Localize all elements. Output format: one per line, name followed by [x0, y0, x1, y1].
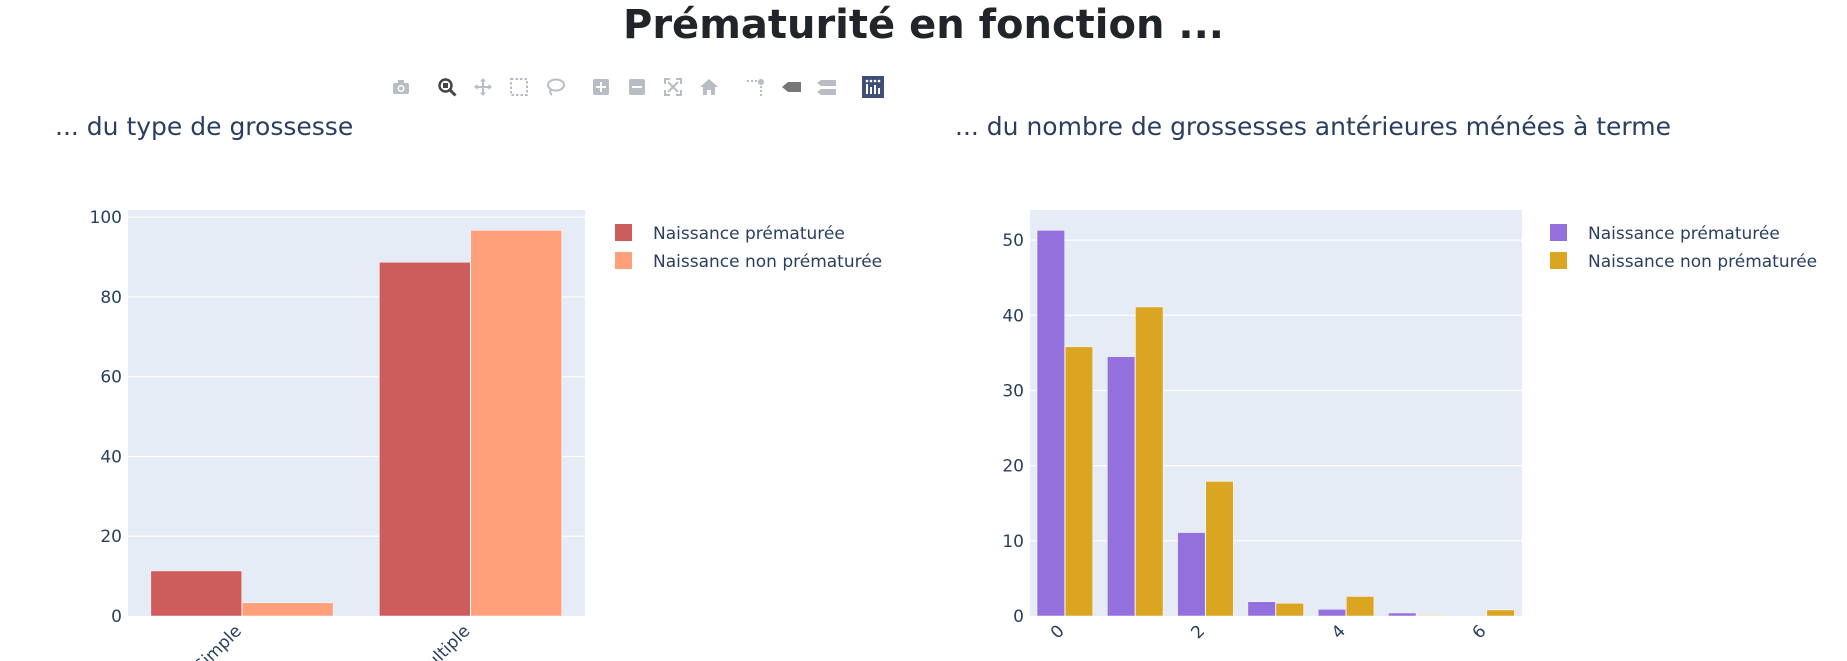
legend-swatch [615, 224, 632, 241]
bar-4-series-1[interactable] [1317, 608, 1347, 617]
zoom-out-button[interactable] [624, 74, 650, 100]
reset-axes-icon [700, 79, 718, 95]
bar-3-series-1[interactable] [1247, 601, 1276, 617]
reset-axes-button[interactable] [696, 74, 722, 100]
box-select-button[interactable] [506, 74, 532, 100]
legend-label: Naissance prématurée [1588, 224, 1780, 244]
bar-3-series-2[interactable] [1275, 602, 1304, 617]
camera-icon [393, 80, 409, 94]
legend-item-1[interactable]: Naissance prématurée [615, 224, 845, 244]
bar-5-series-1[interactable] [1388, 612, 1417, 617]
legend-label: Naissance non prématurée [1588, 252, 1817, 272]
y-tick-label: 20 [100, 527, 122, 547]
lasso-select-button[interactable] [542, 74, 568, 100]
y-tick-label: 80 [100, 288, 122, 308]
hover-compare-button[interactable] [814, 74, 840, 100]
page-title: Prématurité en fonction ... [623, 2, 1224, 48]
plot-area [1030, 210, 1522, 616]
bar-0-series-2[interactable] [1064, 346, 1094, 617]
x-tick-label: 0 [1047, 621, 1069, 643]
legend-label: Naissance non prématurée [653, 252, 882, 272]
pan-button[interactable] [470, 74, 496, 100]
bar-2-series-2[interactable] [1205, 481, 1234, 617]
legend-swatch [615, 252, 632, 269]
bar-2-series-1[interactable] [1177, 532, 1206, 617]
bar-1-series-1[interactable] [1107, 356, 1136, 617]
camera-button[interactable] [388, 74, 414, 100]
x-tick-label: 4 [1328, 621, 1350, 643]
box-select-icon [510, 78, 528, 96]
chart-1: ... du type de grossesse 0 20 40 60 80 100 Simp… [55, 112, 882, 661]
bar-1-series-2[interactable] [1135, 306, 1164, 617]
hover-closest-icon [782, 82, 801, 92]
y-tick-label: 30 [1002, 381, 1024, 401]
chart-title: ... du nombre de grossesses antérieures … [955, 112, 1671, 141]
lasso-select-icon [547, 78, 565, 96]
x-tick-label: 6 [1469, 621, 1491, 643]
zoom-in-icon [593, 79, 609, 95]
zoom-in-button[interactable] [588, 74, 614, 100]
x-tick-label: Multiple [412, 621, 474, 661]
y-tick-label: 10 [1002, 532, 1024, 552]
hover-closest-button[interactable] [778, 74, 804, 100]
bar-multiple-series-2[interactable] [470, 230, 562, 617]
zoom-button[interactable] [434, 74, 460, 100]
autoscale-button[interactable] [660, 74, 686, 100]
y-tick-label: 20 [1002, 457, 1024, 477]
y-tick-label: 0 [111, 607, 122, 627]
legend-swatch [1550, 252, 1567, 269]
spike-lines-icon [747, 79, 764, 96]
plotly-logo-icon [862, 76, 884, 98]
y-tick-label: 0 [1013, 607, 1024, 627]
x-tick-label: 2 [1187, 621, 1209, 643]
bar-6-series-2[interactable] [1486, 609, 1515, 617]
x-tick-label: Simple [191, 621, 246, 661]
bar-4-series-2[interactable] [1346, 596, 1375, 617]
legend-item-2[interactable]: Naissance non prématurée [1550, 252, 1817, 272]
chart-2: ... du nombre de grossesses antérieures … [955, 112, 1817, 643]
hover-compare-icon [817, 80, 836, 95]
plot-modebar [388, 74, 896, 100]
y-tick-label: 40 [100, 447, 122, 467]
pan-icon [474, 78, 492, 96]
bar-simple-series-1[interactable] [150, 570, 243, 617]
autoscale-icon [664, 78, 682, 96]
bar-multiple-series-1[interactable] [379, 261, 471, 617]
chart-title: ... du type de grossesse [55, 112, 353, 141]
y-tick-label: 50 [1002, 231, 1024, 251]
legend-swatch [1550, 224, 1567, 241]
bar-simple-series-2[interactable] [242, 602, 334, 617]
zoom-icon [438, 78, 457, 97]
spike-lines-button[interactable] [742, 74, 768, 100]
y-tick-label: 100 [90, 208, 122, 228]
bar-5-series-2[interactable] [1416, 614, 1445, 617]
legend-item-2[interactable]: Naissance non prématurée [615, 252, 882, 272]
bar-0-series-1[interactable] [1036, 230, 1065, 617]
zoom-out-icon [629, 79, 645, 95]
plotly-logo-button[interactable] [860, 74, 886, 100]
y-tick-label: 40 [1002, 306, 1024, 326]
legend-item-1[interactable]: Naissance prématurée [1550, 224, 1780, 244]
y-tick-label: 60 [100, 368, 122, 388]
legend-label: Naissance prématurée [653, 224, 845, 244]
